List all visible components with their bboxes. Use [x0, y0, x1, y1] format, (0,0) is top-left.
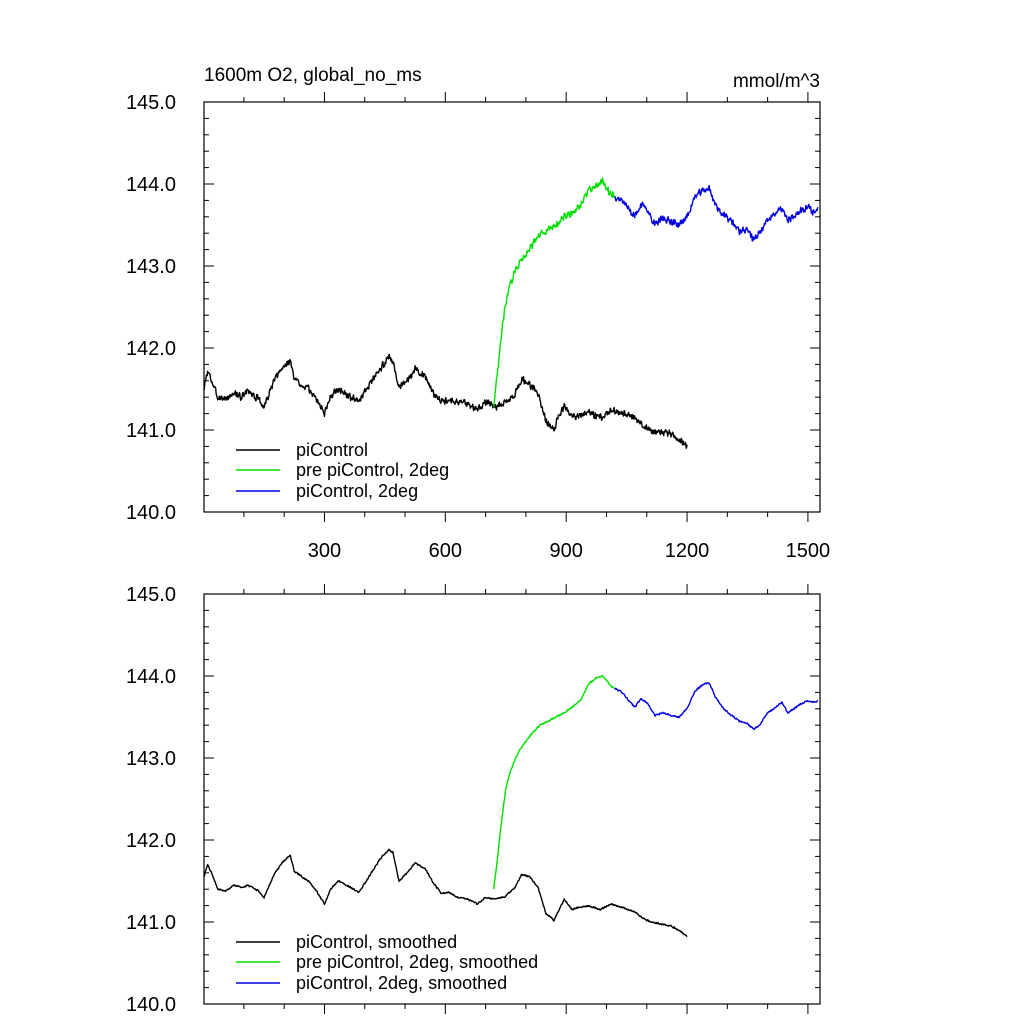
legend: piControl pre piControl, 2deg piControl,…: [236, 440, 449, 501]
bottom-panel: 140.0 141.0 142.0 143.0 144.0 145.0 piControl…: [126, 584, 821, 1016]
y-tick-label: 145.0: [126, 584, 176, 606]
y-tick-label: 144.0: [126, 666, 176, 688]
legend-label-picontrol-2deg: piControl, 2deg: [296, 481, 418, 501]
x-tick-label: 900: [549, 540, 582, 562]
legend-label-picontrol: piControl: [296, 440, 368, 460]
panel-title: 1600m O2, global_no_ms: [204, 65, 422, 86]
legend: piControl, smoothed pre piControl, 2deg,…: [236, 932, 538, 993]
series-line-picontrol: [203, 353, 688, 449]
top-panel: 1600m O2, global_no_ms mmol/m^3 140.0 141…: [126, 65, 830, 562]
plot-frame: [203, 101, 821, 513]
x-tick-label: 1500: [786, 540, 831, 562]
y-tick-label: 140.0: [126, 994, 176, 1016]
legend-label-picontrol-2deg-smoothed: piControl, 2deg, smoothed: [296, 973, 507, 993]
series-line-picontrol-smoothed: [203, 848, 688, 938]
legend-label-picontrol-smoothed: piControl, smoothed: [296, 932, 457, 952]
x-tick-label: 1200: [665, 540, 710, 562]
legend-label-pre-picontrol-2deg-smoothed: pre piControl, 2deg, smoothed: [296, 952, 538, 972]
legend-label-pre-picontrol-2deg: pre piControl, 2deg: [296, 460, 449, 480]
y-tick-label: 143.0: [126, 748, 176, 770]
series-line-picontrol-2deg-smoothed: [614, 682, 819, 731]
y-tick-label: 142.0: [126, 830, 176, 852]
series-line-picontrol-2deg: [613, 184, 819, 242]
series-line-pre-picontrol-2deg-smoothed: [492, 674, 615, 890]
units-label: mmol/m^3: [733, 71, 820, 92]
y-tick-label: 140.0: [126, 502, 176, 524]
y-tick-label: 144.0: [126, 174, 176, 196]
y-tick-label: 143.0: [126, 256, 176, 278]
y-tick-label: 142.0: [126, 338, 176, 360]
series-line-pre-picontrol-2deg: [492, 177, 615, 407]
y-tick-label: 141.0: [126, 912, 176, 934]
y-tick-label: 141.0: [126, 420, 176, 442]
y-tick-label: 145.0: [126, 92, 176, 114]
plot-frame: [203, 593, 821, 1005]
x-tick-label: 300: [308, 540, 341, 562]
x-tick-label: 600: [429, 540, 462, 562]
